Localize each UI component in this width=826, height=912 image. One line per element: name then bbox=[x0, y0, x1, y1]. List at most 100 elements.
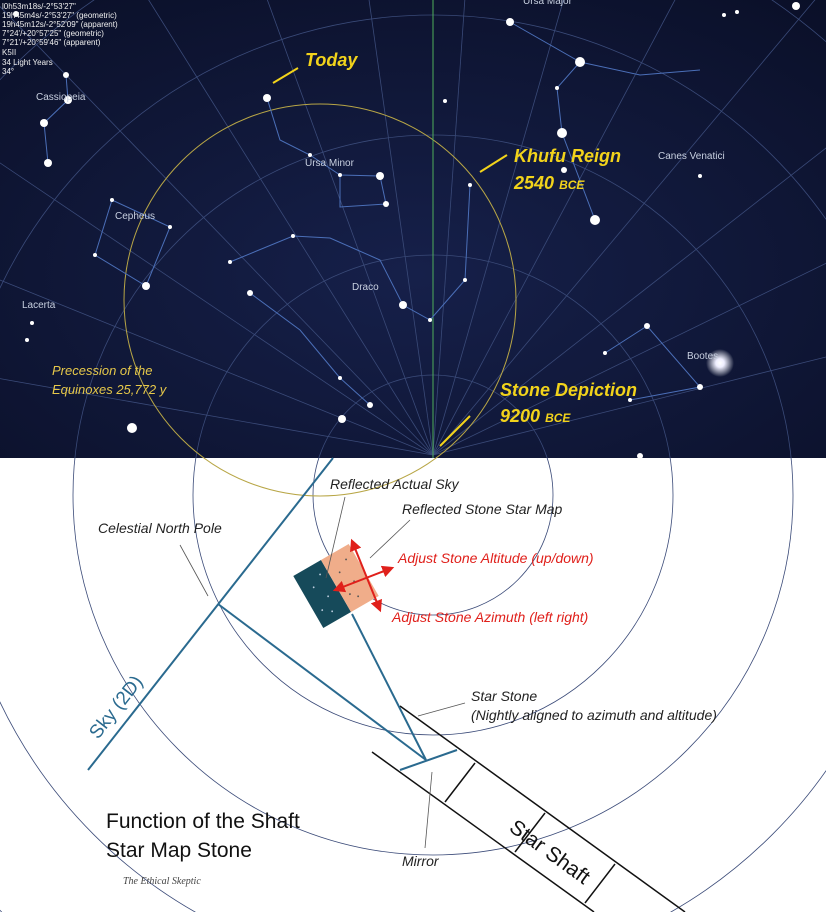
star bbox=[338, 415, 346, 423]
star bbox=[603, 351, 607, 355]
label: Mirror bbox=[402, 853, 440, 869]
star bbox=[792, 2, 800, 10]
annotation: Today bbox=[305, 50, 358, 70]
star bbox=[63, 72, 69, 78]
constellation-line bbox=[43, 74, 69, 164]
shaft-label: Star Shaft bbox=[505, 815, 594, 889]
grid-line bbox=[432, 0, 676, 456]
annotation: 2540 BCE bbox=[513, 173, 585, 193]
star bbox=[722, 13, 726, 17]
info-line: 19h45m4s/-2°53'27" (geometric) bbox=[2, 11, 117, 20]
info-panel: l0h53m18s/-2°53'27" 19h45m4s/-2°53'27" (… bbox=[2, 2, 118, 76]
star bbox=[338, 376, 342, 380]
era: BCE bbox=[559, 178, 585, 192]
star-stone bbox=[293, 544, 379, 628]
star bbox=[561, 167, 567, 173]
star bbox=[25, 338, 29, 342]
star bbox=[13, 11, 19, 17]
constellation-label: Bootes bbox=[687, 351, 718, 362]
star bbox=[506, 18, 514, 26]
star bbox=[40, 119, 48, 127]
star bbox=[142, 282, 150, 290]
star bbox=[367, 402, 373, 408]
shaft bbox=[371, 705, 686, 912]
star bbox=[338, 173, 342, 177]
title: Star Map Stone bbox=[106, 839, 252, 862]
star bbox=[44, 159, 52, 167]
grid-line bbox=[432, 0, 816, 456]
grid-line bbox=[432, 356, 826, 456]
label: Celestial North Pole bbox=[98, 520, 222, 536]
constellation-label: Ursa Minor bbox=[305, 158, 355, 169]
title: Function of the Shaft bbox=[106, 810, 300, 833]
grid-line bbox=[0, 6, 434, 456]
grid-line bbox=[148, 0, 434, 456]
star bbox=[399, 301, 407, 309]
star bbox=[443, 99, 447, 103]
star bbox=[557, 128, 567, 138]
star bbox=[735, 10, 739, 14]
constellation-label: Ursa Major bbox=[523, 0, 573, 7]
info-line: 7°24'/+20°57'25" (geometric) bbox=[2, 29, 104, 38]
leader-line bbox=[272, 67, 299, 84]
star bbox=[168, 225, 172, 229]
star bbox=[555, 86, 559, 90]
star bbox=[263, 94, 271, 102]
grid-line bbox=[0, 162, 434, 456]
constellation-label: Cepheus bbox=[115, 211, 155, 222]
year: 9200 bbox=[500, 406, 540, 426]
star bbox=[428, 318, 432, 322]
constellation-label: Lacerta bbox=[22, 300, 56, 311]
star bbox=[628, 398, 632, 402]
info-line: 19h45m12s/-2°52'09" (apparent) bbox=[2, 20, 118, 29]
star bbox=[228, 260, 232, 264]
grid-line bbox=[432, 0, 564, 456]
star bbox=[110, 198, 114, 202]
reflected-sky-half bbox=[293, 560, 351, 628]
label: Reflected Actual Sky bbox=[330, 476, 460, 492]
constellation-line bbox=[579, 61, 701, 76]
grid-line bbox=[432, 147, 826, 456]
info-line: K5II bbox=[2, 48, 16, 57]
light-path bbox=[217, 603, 458, 771]
leader-line bbox=[479, 154, 508, 173]
star bbox=[644, 323, 650, 329]
label: Star Stone bbox=[471, 688, 537, 704]
star bbox=[127, 423, 137, 433]
star bbox=[376, 172, 384, 180]
info-line: 7°21'/+20°59'46" (apparent) bbox=[2, 38, 101, 47]
star bbox=[463, 278, 467, 282]
star bbox=[590, 215, 600, 225]
star bbox=[697, 384, 703, 390]
year: 2540 bbox=[513, 173, 554, 193]
star bbox=[308, 153, 312, 157]
constellation-label: Cassiopeia bbox=[36, 92, 86, 103]
star bbox=[468, 183, 472, 187]
constellation-line bbox=[604, 325, 701, 401]
grid-line bbox=[0, 279, 434, 456]
info-line: 34° bbox=[2, 67, 14, 76]
constellation-line bbox=[266, 97, 387, 208]
constellation-label: Draco bbox=[352, 282, 379, 293]
azimuth-arrow bbox=[332, 565, 395, 593]
label: Adjust Stone Azimuth (left right) bbox=[391, 609, 588, 625]
star bbox=[637, 453, 643, 459]
star bbox=[30, 321, 34, 325]
label: (Nightly aligned to azimuth and altitude… bbox=[471, 707, 717, 723]
label: Reflected Stone Star Map bbox=[402, 501, 563, 517]
sky-plane bbox=[87, 457, 334, 771]
constellation-line bbox=[229, 184, 471, 321]
grid-line bbox=[432, 262, 826, 456]
stone-dots bbox=[312, 573, 334, 613]
stars bbox=[13, 2, 800, 459]
star bbox=[383, 201, 389, 207]
star bbox=[698, 174, 702, 178]
bright-star bbox=[706, 349, 734, 377]
annotation: 9200 BCE bbox=[500, 406, 571, 426]
constellation-line bbox=[249, 292, 371, 406]
annotation: Equinoxes 25,772 y bbox=[52, 382, 168, 397]
grid-line bbox=[266, 0, 434, 456]
annotation: Precession of the bbox=[52, 363, 152, 378]
